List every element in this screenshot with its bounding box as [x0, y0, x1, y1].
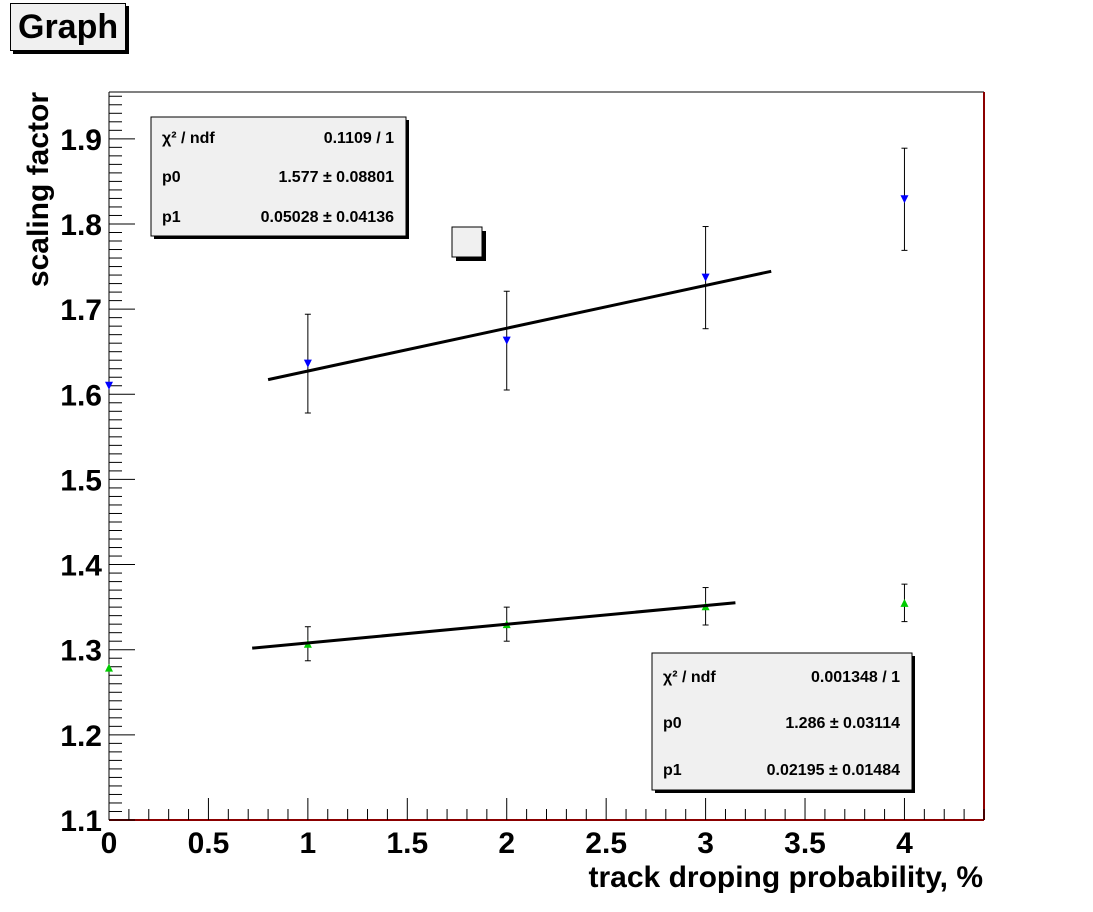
stat-row-value: 0.02195 ± 0.01484 [767, 762, 900, 779]
y-tick-label: 1.7 [60, 294, 102, 327]
series-1 [105, 147, 909, 414]
stat-row-value: 1.286 ± 0.03114 [785, 715, 900, 732]
x-tick-label: 4 [896, 827, 913, 860]
y-tick-label: 1.3 [60, 635, 102, 668]
data-point [900, 195, 909, 204]
x-tick-label: 3 [697, 827, 714, 860]
x-tick-label: 3.5 [784, 827, 826, 860]
x-tick-label: 1.5 [386, 827, 428, 860]
stat-row-value: 0.05028 ± 0.04136 [261, 209, 394, 226]
y-tick-label: 1.8 [60, 209, 102, 242]
x-tick-label: 0.5 [188, 827, 230, 860]
fit-line [252, 601, 736, 650]
series-2 [105, 583, 909, 672]
y-tick-label: 1.4 [60, 550, 102, 583]
stat-box-upper: χ² / ndf 0.1109 / 1 p0 1.577 ± 0.08801 p1 0.0… [150, 116, 409, 239]
data-point [701, 273, 710, 282]
x-tick-label: 1 [300, 827, 317, 860]
data-point [105, 663, 113, 672]
fit-line [267, 269, 772, 382]
y-tick-label: 1.5 [60, 464, 102, 497]
fit-stat-boxes: χ² / ndf 0.1109 / 1 p0 1.577 ± 0.08801 p1 0.0… [150, 116, 915, 793]
stat-box-lower: χ² / ndf 0.001348 / 1 p0 1.286 ± 0.03114 p1 0… [651, 652, 915, 793]
data-point [303, 359, 312, 368]
stat-box-background [150, 116, 407, 237]
y-tick-label: 1.6 [60, 379, 102, 412]
axis-ticks [108, 95, 985, 821]
stat-box-background [651, 652, 913, 791]
y-tick-label: 1.2 [60, 720, 102, 753]
x-tick-label: 2.5 [585, 827, 627, 860]
empty-legend-box [451, 226, 486, 261]
stat-row-value: 0.1109 / 1 [324, 130, 394, 147]
x-axis-label: track droping probability, % [589, 861, 983, 894]
x-tick-label: 0 [101, 827, 118, 860]
data-point [502, 336, 511, 345]
stat-row-name: p0 [663, 715, 682, 732]
x-tick-label: 2 [498, 827, 515, 860]
stat-row-name: p1 [162, 209, 181, 226]
data-point [900, 598, 909, 607]
stat-row-name: χ² / ndf [663, 669, 716, 686]
y-tick-label: 1.1 [60, 805, 102, 838]
graph-title: Graph [10, 3, 127, 51]
axis-tick-labels: 0 0.5 1 1.5 2 2.5 3 3.5 4 1.1 1.2 1.3 1.4 1.5 1.6 1.7 1.… [60, 124, 913, 860]
stat-row-value: 1.577 ± 0.08801 [278, 169, 394, 186]
data-series [105, 147, 909, 672]
y-tick-label: 1.9 [60, 124, 102, 157]
stat-row-name: p0 [162, 169, 181, 186]
data-point [105, 381, 113, 390]
stat-row-value: 0.001348 / 1 [811, 669, 900, 686]
stat-row-name: χ² / ndf [162, 130, 215, 147]
y-axis-label: scaling factor [22, 92, 55, 287]
stat-row-name: p1 [663, 762, 682, 779]
